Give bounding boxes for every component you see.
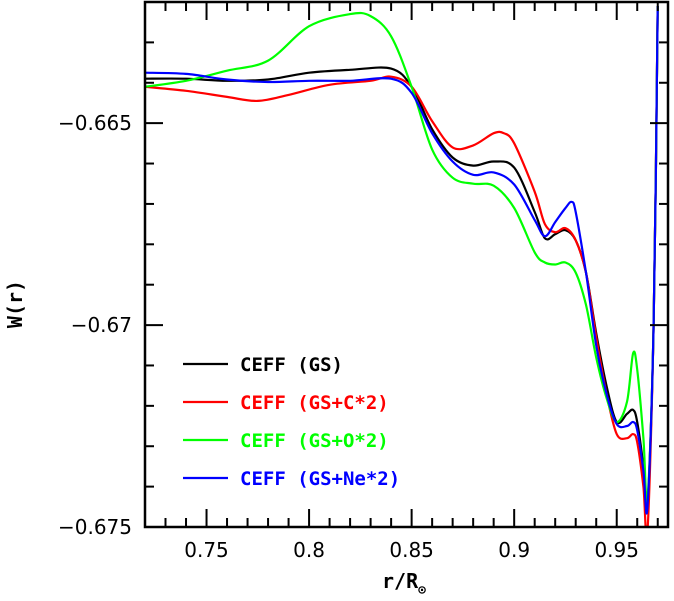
series-line-1 — [145, 5, 659, 527]
x-tick-label: 0.85 — [389, 538, 434, 562]
plot-frame — [143, 0, 670, 529]
x-tick-label: 0.8 — [293, 538, 325, 562]
legend-label-0: CEFF (GS) — [240, 354, 343, 376]
legend-label-1: CEFF (GS+C*2) — [240, 392, 389, 414]
legend-label-2: CEFF (GS+O*2) — [240, 430, 389, 452]
x-axis-label-main: r/R — [382, 569, 419, 593]
axis-ticks — [144, 1, 668, 528]
x-tick-label: 0.75 — [184, 538, 229, 562]
legend-label-3: CEFF (GS+Ne*2) — [240, 468, 400, 490]
plot-curves — [145, 5, 659, 527]
y-tick-label: −0.675 — [58, 515, 132, 539]
y-tick-label: −0.67 — [71, 313, 132, 337]
series-line-2 — [145, 5, 659, 504]
x-tick-labels: 0.75 0.8 0.85 0.9 0.95 — [184, 538, 639, 562]
x-axis-label-subscript: ⊙ — [418, 583, 426, 598]
y-tick-labels: −0.665 −0.67 −0.675 — [58, 111, 132, 539]
x-axis-label: r/R⊙ — [382, 569, 426, 598]
y-axis-label: W(r) — [3, 280, 27, 328]
legend: CEFF (GS) CEFF (GS+C*2) CEFF (GS+O*2) CEFF … — [183, 354, 400, 490]
series-line-3 — [145, 5, 659, 515]
y-tick-label: −0.665 — [58, 111, 132, 135]
x-tick-label: 0.95 — [594, 538, 639, 562]
x-tick-label: 0.9 — [498, 538, 530, 562]
